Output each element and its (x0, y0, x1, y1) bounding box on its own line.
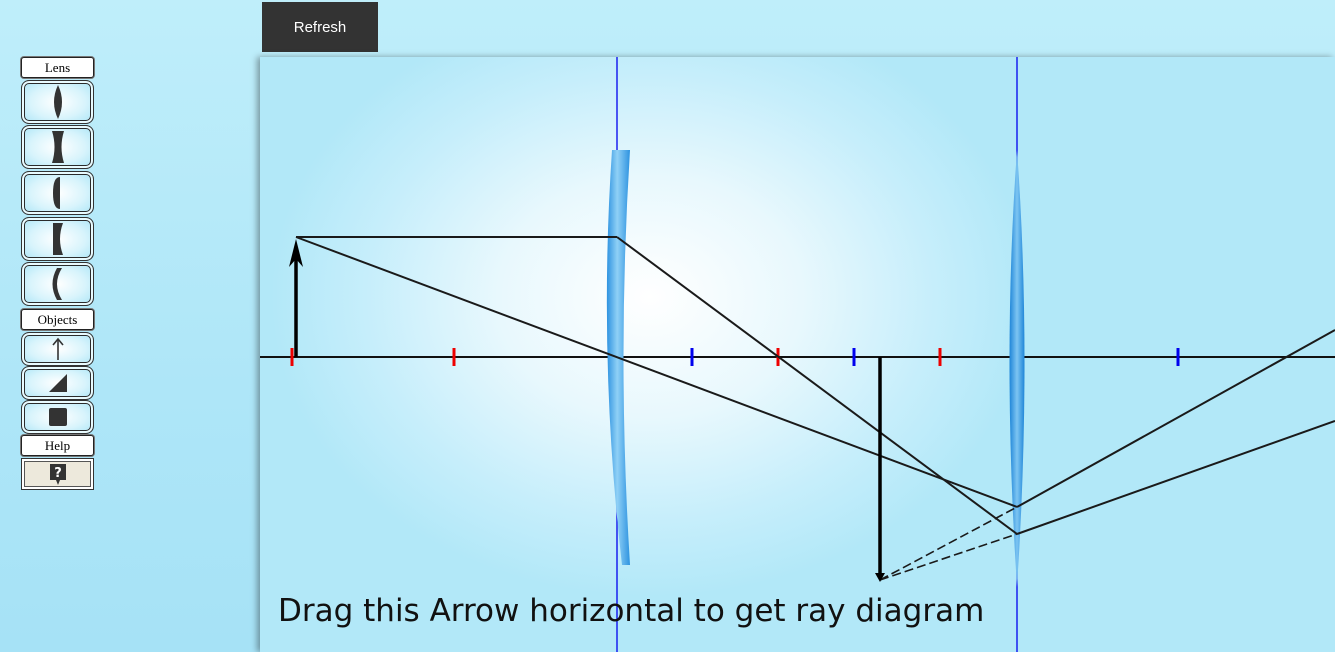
light-rays (295, 236, 1335, 581)
triangle-icon (48, 374, 67, 392)
image-arrow (875, 357, 885, 582)
biconvex-lens[interactable] (1009, 150, 1025, 587)
plano-concave-lens-icon (52, 223, 63, 255)
instruction-text: Drag this Arrow horizontal to get ray di… (278, 593, 985, 629)
triangle-object-button[interactable] (21, 366, 94, 400)
question-mark-icon: ? (49, 464, 66, 485)
biconvex-lens-button[interactable] (21, 80, 94, 124)
biconcave-lens-button[interactable] (21, 125, 94, 169)
plano-convex-lens-button[interactable] (21, 171, 94, 215)
ray-diagram-canvas[interactable]: Drag this Arrow horizontal to get ray di… (260, 57, 1335, 652)
arrow-object-button[interactable] (21, 332, 94, 366)
meniscus-lens-icon (52, 268, 62, 300)
up-arrow-icon (51, 337, 64, 360)
plano-concave-lens-button[interactable] (21, 217, 94, 261)
meniscus-lens-button[interactable] (21, 262, 94, 306)
square-icon (48, 408, 67, 426)
refresh-button[interactable]: Refresh (262, 2, 378, 52)
help-section-label: Help (21, 435, 94, 456)
help-button[interactable]: ? (21, 458, 94, 490)
object-arrow[interactable] (289, 239, 303, 357)
objects-section-label: Objects (21, 309, 94, 330)
lens-section-label: Lens (21, 57, 94, 78)
biconcave-lens-icon (51, 131, 64, 163)
square-object-button[interactable] (21, 400, 94, 434)
biconvex-lens-icon (53, 85, 62, 119)
plano-convex-lens-icon (52, 177, 60, 209)
ray-diagram (260, 57, 1335, 652)
svg-text:?: ? (54, 466, 62, 481)
